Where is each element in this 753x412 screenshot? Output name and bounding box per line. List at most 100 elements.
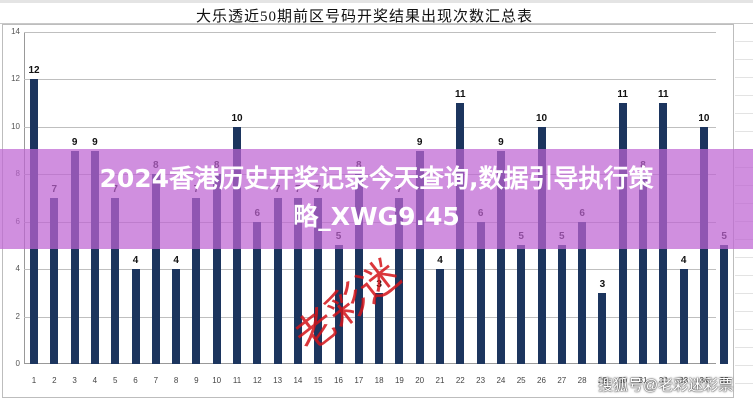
bar: [334, 245, 343, 364]
bar: [557, 245, 566, 364]
bar: [517, 245, 526, 364]
x-axis: [24, 363, 716, 364]
bar-value-label: 4: [173, 255, 179, 267]
bar: [395, 198, 404, 364]
overlay-banner-text: 2024香港历史开奖记录今天查询,数据引导执行策 略_XWG9.45: [0, 160, 753, 236]
x-tick-label: 22: [455, 376, 465, 385]
y-tick-label: 12: [11, 74, 20, 84]
x-tick-label: 18: [374, 376, 384, 385]
bar: [192, 198, 201, 364]
x-tick-label: 26: [537, 376, 546, 385]
x-tick-label: 24: [496, 376, 506, 385]
x-tick-label: 28: [577, 376, 587, 385]
overlay-banner: [0, 149, 753, 249]
x-tick-label: 30: [618, 376, 628, 385]
bar: [496, 150, 505, 364]
bar-value-label: 4: [680, 255, 687, 267]
bar-value-label: 9: [498, 136, 504, 148]
bar: [172, 269, 181, 364]
source-watermark: 搜狐号@老彩迷彩票: [598, 377, 734, 394]
y-tick-label: 2: [15, 311, 20, 321]
bar-value-label: 9: [416, 136, 423, 148]
bar: [314, 198, 323, 364]
title-row: 大乐透近50期前区号码开奖结果出现次数汇总表: [0, 3, 753, 25]
x-tick-label: 27: [557, 376, 567, 385]
x-tick-label: 12: [252, 376, 262, 385]
bar: [720, 245, 729, 364]
x-tick-label: 8: [173, 376, 179, 385]
bar: [253, 221, 262, 364]
x-tick-label: 21: [435, 376, 445, 385]
y-tick-label: 10: [11, 121, 20, 131]
x-tick-label: 31: [638, 376, 648, 385]
x-tick-label: 3: [72, 376, 77, 385]
gridline: [24, 316, 716, 318]
bar: [90, 150, 99, 364]
chart-title: 大乐透近50期前区号码开奖结果出现次数汇总表: [196, 9, 534, 25]
bar: [50, 198, 59, 364]
x-tick-label: 9: [194, 376, 199, 385]
bar-value-label: 10: [231, 112, 243, 124]
bar: [212, 174, 221, 364]
bar: [578, 221, 587, 364]
bar: [679, 269, 688, 364]
x-tick-label: 2: [52, 376, 57, 385]
x-tick-label: 32: [658, 376, 668, 385]
x-tick-label: 15: [313, 376, 323, 385]
gridline: [24, 126, 716, 128]
spreadsheet-header-strip: [0, 0, 753, 3]
bar-value-label: 11: [455, 89, 466, 101]
bar-value-label: 11: [617, 89, 628, 101]
gridline: [24, 269, 716, 271]
bar: [111, 198, 120, 364]
y-tick-label: 4: [15, 264, 20, 274]
bar-value-label: 9: [92, 136, 98, 148]
y-tick-label: 0: [15, 359, 20, 368]
bar-value-label: 10: [698, 112, 710, 124]
bar-value-label: 12: [28, 65, 40, 77]
bar: [639, 174, 647, 364]
bar-value-label: 10: [535, 112, 548, 124]
banner-line-1: 2024香港历史开奖记录今天查询,数据引导执行策: [99, 164, 654, 193]
bar-value-label: 4: [132, 255, 139, 267]
x-tick-label: 23: [476, 376, 486, 385]
bar: [415, 150, 424, 364]
bar: [375, 292, 384, 364]
bar-value-label: 3: [599, 278, 606, 290]
x-tick-label: 25: [516, 376, 526, 385]
x-tick-label: 17: [354, 376, 364, 385]
gridline: [24, 32, 716, 33]
bar: [476, 221, 485, 364]
bar: [131, 269, 140, 364]
bar-value-label: 3: [376, 278, 382, 290]
bar: [70, 150, 79, 364]
bar-value-label: 9: [71, 136, 78, 148]
bar-value-label: 4: [437, 255, 443, 267]
bar: [273, 198, 282, 364]
x-tick-label: 29: [597, 376, 607, 385]
bar-value-label: 11: [658, 89, 669, 101]
gridline: [24, 79, 716, 81]
x-tick-label: 16: [334, 376, 343, 385]
bar: [293, 198, 302, 364]
x-tick-label: 14: [293, 376, 303, 385]
x-tick-label: 19: [394, 376, 404, 385]
x-tick-label: 35: [719, 376, 729, 385]
x-tick-label: 4: [92, 376, 98, 385]
x-tick-label: 33: [679, 376, 689, 385]
x-tick-label: 7: [153, 376, 159, 385]
x-tick-label: 11: [232, 376, 242, 385]
bar: [598, 292, 607, 364]
x-tick-label: 10: [212, 376, 222, 385]
y-tick-label: 14: [11, 27, 20, 36]
x-tick-label: 20: [415, 376, 425, 385]
x-tick-label: 13: [273, 376, 283, 385]
x-tick-label: 1: [31, 376, 37, 385]
x-tick-label: 5: [112, 376, 118, 385]
bar: [436, 269, 444, 364]
bar: [151, 174, 160, 364]
bar: [354, 174, 363, 364]
banner-line-2: 略_XWG9.45: [293, 202, 460, 231]
x-tick-label: 34: [699, 376, 709, 385]
x-tick-label: 6: [133, 376, 138, 385]
